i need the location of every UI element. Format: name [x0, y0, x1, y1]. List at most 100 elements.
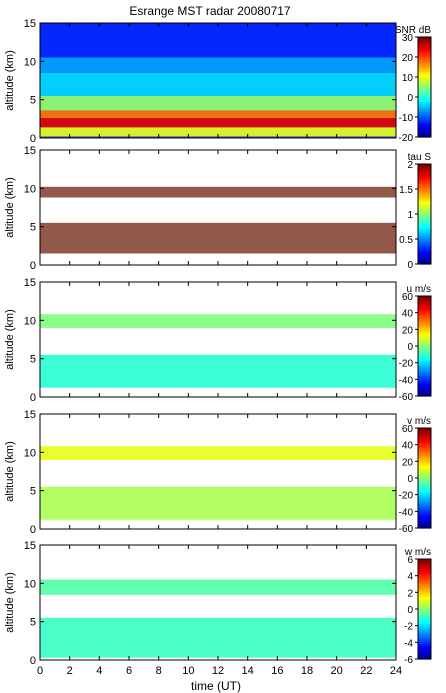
colorbar-cell	[418, 79, 431, 83]
colorbar-cell	[418, 164, 431, 168]
colorbar-cell	[418, 97, 431, 101]
colorbar-cell	[418, 351, 431, 355]
colorbar-cell	[418, 343, 431, 347]
data-band-1	[40, 617, 396, 658]
colorbar-cell	[418, 649, 431, 653]
colorbar-cell	[418, 49, 431, 53]
colorbar-cell	[418, 651, 431, 655]
colorbar-cell	[418, 204, 431, 208]
colorbar-cell	[418, 196, 431, 200]
colorbar-tick-label: 0	[407, 93, 413, 104]
colorbar-cell	[418, 586, 431, 590]
colorbar-cell	[418, 440, 431, 444]
colorbar-cell	[418, 94, 431, 98]
colorbar-cell	[418, 654, 431, 658]
y-tick-label: 10	[24, 56, 36, 68]
data-band-5	[40, 72, 396, 96]
colorbar-cell	[418, 448, 431, 452]
colorbar-cell	[418, 368, 431, 372]
colorbar-cell	[418, 42, 431, 46]
colorbar-cell	[418, 69, 431, 73]
y-tick-label: 15	[24, 277, 36, 289]
colorbar-cell	[418, 256, 431, 260]
colorbar-cell	[418, 609, 431, 613]
colorbar-cell	[418, 490, 431, 494]
colorbar-cell	[418, 109, 431, 113]
colorbar-cell	[418, 500, 431, 504]
colorbar-cell	[418, 641, 431, 645]
y-axis-label: altitude (km)	[4, 50, 16, 111]
colorbar-cell	[418, 378, 431, 382]
colorbar-cell	[418, 64, 431, 68]
colorbar-cell	[418, 89, 431, 93]
colorbar-cell	[418, 559, 431, 563]
colorbar-cell	[418, 246, 431, 250]
x-axis-label: time (UT)	[191, 679, 241, 693]
colorbar-cell	[418, 303, 431, 307]
colorbar-cell	[418, 311, 431, 315]
x-tick-label: 16	[271, 665, 283, 677]
colorbar-tick-label: 6	[407, 555, 413, 566]
x-tick-label: 4	[96, 665, 102, 677]
colorbar-cell	[418, 249, 431, 253]
colorbar-cell	[418, 57, 431, 61]
data-band-2	[40, 446, 396, 460]
colorbar-cell	[418, 503, 431, 507]
colorbar-cell	[418, 92, 431, 96]
colorbar-cell	[418, 134, 431, 138]
colorbar-cell	[418, 306, 431, 310]
colorbar-cell	[418, 191, 431, 195]
colorbar-cell	[418, 107, 431, 111]
data-band-1	[40, 354, 396, 388]
colorbar-cell	[418, 261, 431, 265]
y-axis-label: altitude (km)	[4, 441, 16, 502]
data-band-6	[40, 57, 396, 73]
colorbar-cell	[418, 483, 431, 487]
colorbar-label: v m/s	[407, 416, 431, 427]
colorbar-cell	[418, 358, 431, 362]
colorbar-cell	[418, 621, 431, 625]
x-tick-label: 24	[390, 665, 402, 677]
colorbar-cell	[418, 122, 431, 126]
colorbar-cell	[418, 356, 431, 360]
colorbar-cell	[418, 515, 431, 519]
colorbar-cell	[418, 328, 431, 332]
colorbar-cell	[418, 599, 431, 603]
colorbar-cell	[418, 37, 431, 41]
colorbar-label: SNR dB	[395, 25, 431, 36]
y-axis-label: altitude (km)	[4, 177, 16, 238]
colorbar-tick-label: -60	[399, 524, 414, 535]
y-tick-label: 15	[24, 540, 36, 552]
colorbar-cell	[418, 591, 431, 595]
colorbar-cell	[418, 219, 431, 223]
colorbar-label: w m/s	[404, 547, 431, 558]
colorbar-cell	[418, 520, 431, 524]
colorbar-cell	[418, 518, 431, 522]
y-tick-label: 0	[30, 655, 36, 667]
data-band-7	[40, 23, 396, 58]
colorbar-tick-label: -20	[399, 491, 414, 502]
y-tick-label: 5	[30, 354, 36, 366]
colorbar-cell	[418, 473, 431, 477]
x-tick-label: 22	[360, 665, 372, 677]
x-tick-label: 12	[212, 665, 224, 677]
colorbar-cell	[418, 211, 431, 215]
colorbar-cell	[418, 321, 431, 325]
colorbar-cell	[418, 179, 431, 183]
colorbar-cell	[418, 373, 431, 377]
colorbar-tick-label: 4	[407, 572, 413, 583]
colorbar-cell	[418, 119, 431, 123]
colorbar-cell	[418, 346, 431, 350]
colorbar-cell	[418, 127, 431, 131]
x-tick-label: 6	[126, 665, 132, 677]
colorbar-cell	[418, 571, 431, 575]
colorbar-cell	[418, 594, 431, 598]
colorbar-cell	[418, 505, 431, 509]
colorbar-tick-label: 30	[402, 33, 414, 44]
colorbar-cell	[418, 433, 431, 437]
y-tick-label: 10	[24, 447, 36, 459]
x-tick-label: 18	[301, 665, 313, 677]
